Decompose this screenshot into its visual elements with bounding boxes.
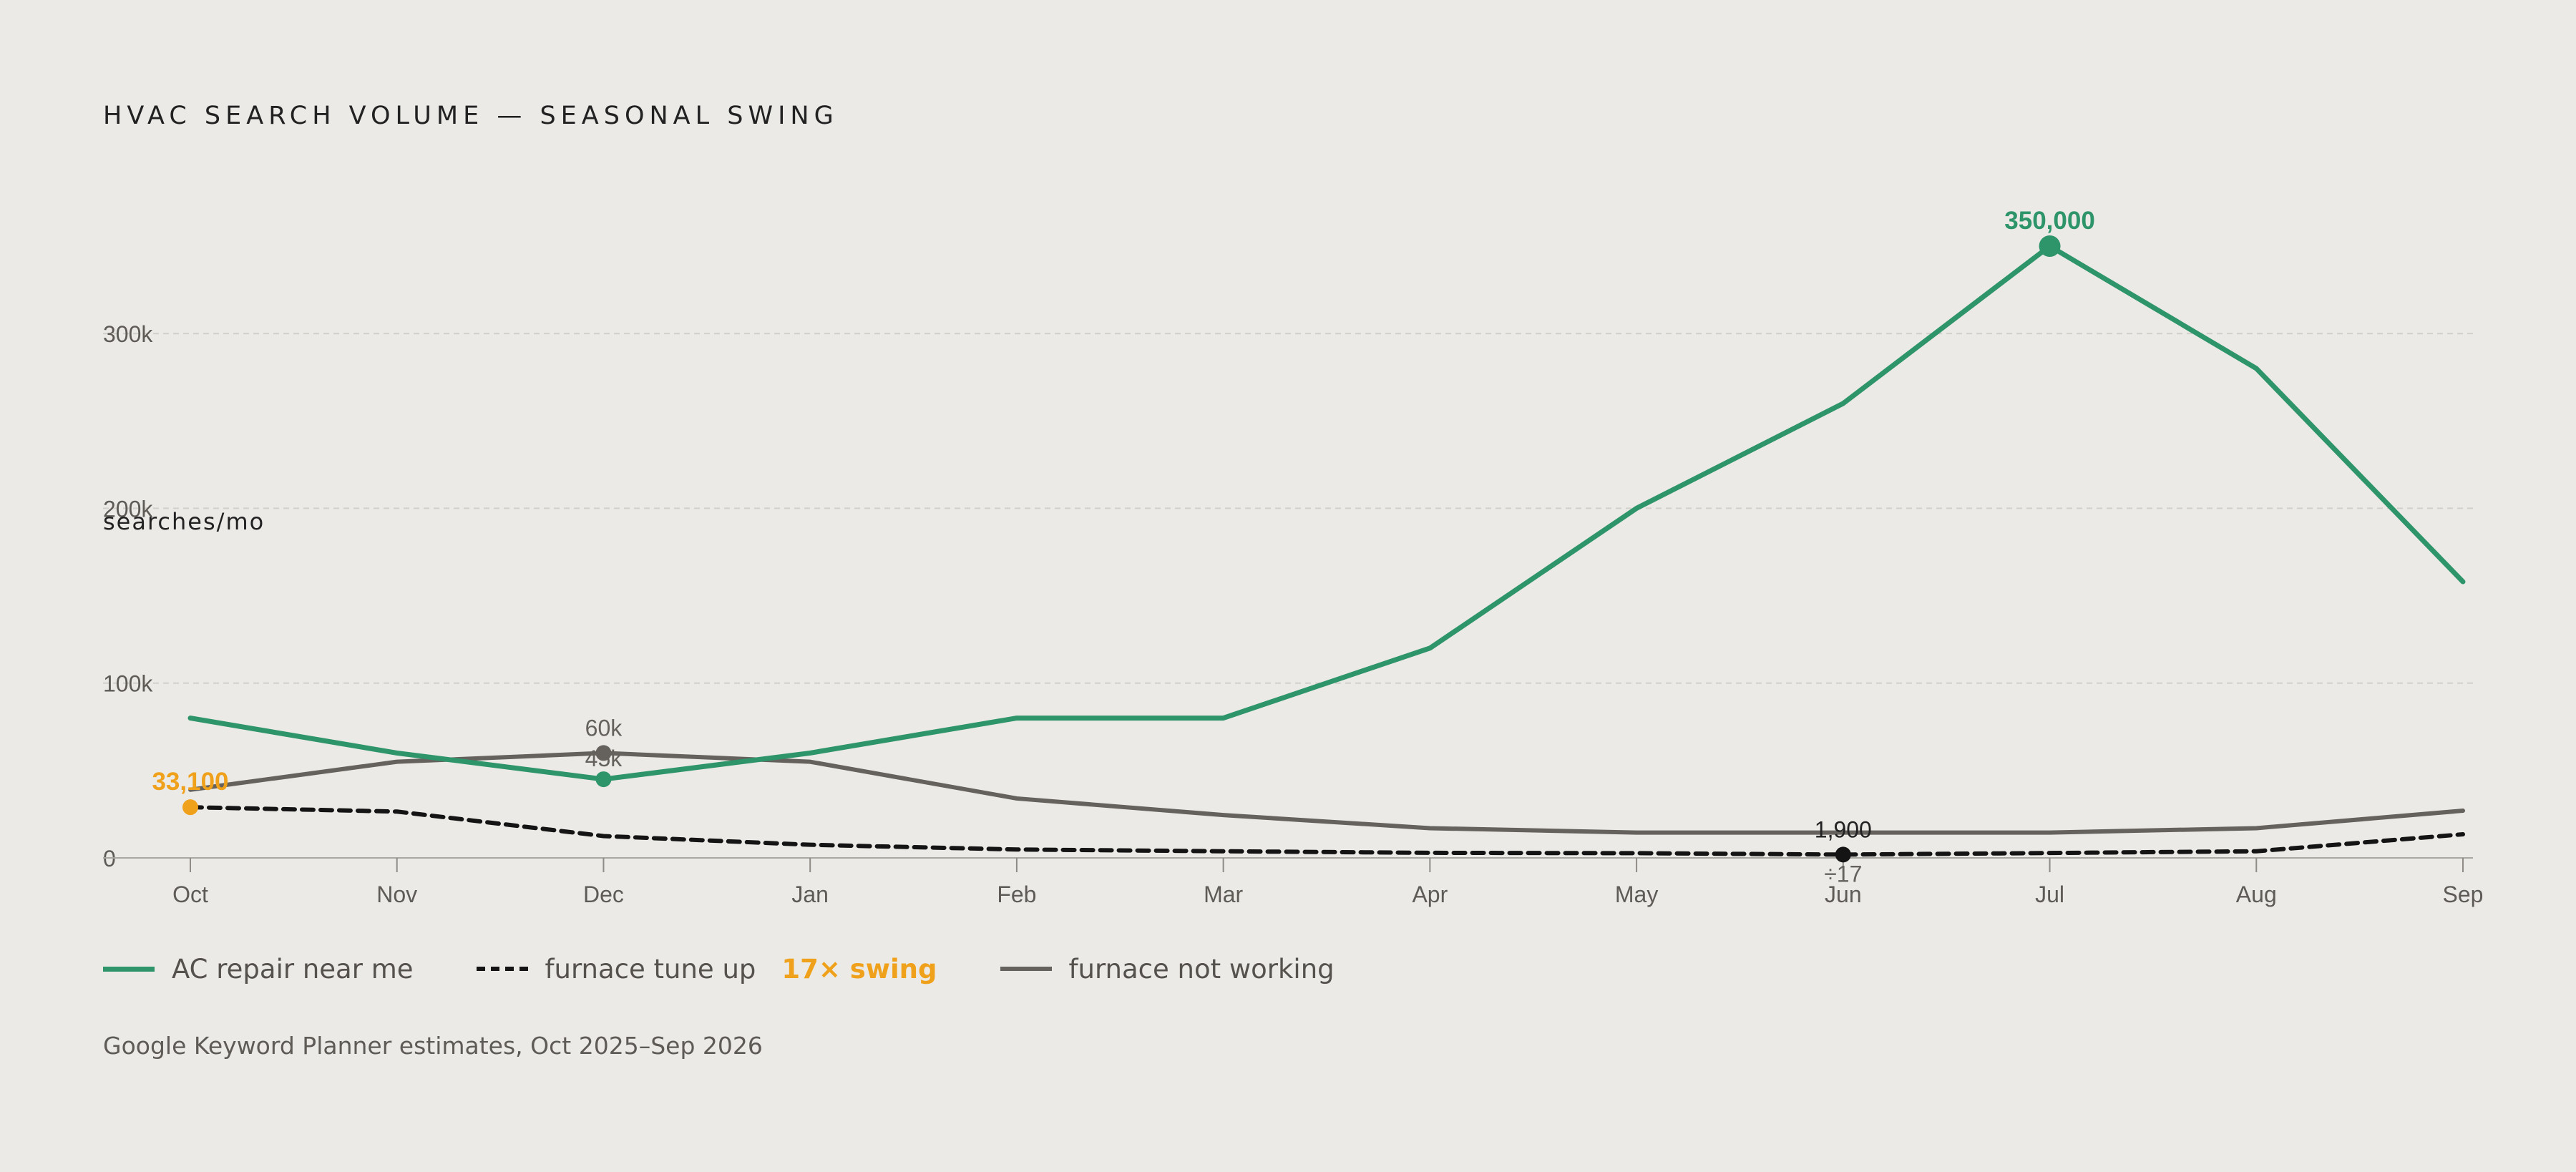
marker-layer: [182, 235, 2061, 863]
x-tick-label: Feb: [997, 882, 1036, 907]
data-label: 1,900: [1815, 816, 1872, 842]
x-tick-label: Jan: [791, 882, 829, 907]
grid-layer: [103, 333, 2473, 684]
x-tick-label: Sep: [2443, 882, 2484, 907]
data-point-marker: [2039, 235, 2061, 257]
data-label: 33,100: [152, 768, 228, 796]
legend-swatch-furnace-not-working: [1000, 967, 1052, 971]
legend-item-furnace-tune-up: furnace tune up 17× swing: [476, 953, 937, 985]
legend-item-furnace-not-working: furnace not working: [1000, 954, 1335, 985]
series-layer: [187, 243, 2466, 857]
x-tick-label: Dec: [583, 882, 624, 907]
y-axis-label: searches/mo: [103, 508, 265, 535]
y-tick-label: 300k: [103, 321, 153, 347]
x-tick-label: Nov: [376, 882, 417, 907]
x-tick-label: Mar: [1204, 882, 1243, 907]
legend-label-ac-repair: AC repair near me: [172, 953, 414, 985]
data-point-marker: [1835, 846, 1851, 863]
x-tick-label: Jul: [2035, 882, 2064, 907]
series-line-furnace-not-working: [188, 751, 2465, 835]
data-point-marker: [595, 771, 612, 788]
y-tick-label: 200k: [103, 496, 153, 522]
label-layer: 350,000 45k 60k 33,100 1,900 ÷17: [152, 207, 2094, 887]
x-tick-label: Aug: [2236, 882, 2277, 907]
series-line-ac-repair: [187, 243, 2466, 782]
chart-title: HVAC SEARCH VOLUME — SEASONAL SWING: [103, 102, 839, 130]
x-tick-label: Apr: [1412, 882, 1448, 907]
legend-label-furnace-tune-up: furnace tune up: [545, 953, 756, 985]
series-line-furnace-tune-up: [188, 805, 2465, 857]
x-tick-label: May: [1615, 882, 1658, 907]
legend-item-ac-repair: AC repair near me: [103, 954, 414, 985]
legend-label-furnace-not-working: furnace not working: [1068, 953, 1335, 985]
x-tick-label: Oct: [172, 882, 208, 907]
data-label: 350,000: [2004, 207, 2095, 235]
source-note: Google Keyword Planner estimates, Oct 20…: [103, 1032, 763, 1060]
legend-swatch-ac-repair: [103, 966, 155, 972]
legend-swatch-furnace-tune-up: [476, 967, 528, 971]
data-label: 60k: [585, 715, 623, 741]
data-point-marker: [595, 745, 612, 761]
x-tick-label: Jun: [1825, 882, 1862, 907]
swing-callout: 17× swing: [781, 953, 937, 985]
legend: AC repair near me furnace tune up 17× sw…: [103, 947, 1397, 990]
data-point-marker: [182, 799, 198, 816]
data-label: ÷17: [1824, 861, 1862, 887]
data-label: 45k: [585, 746, 623, 771]
y-tick-label: 100k: [103, 671, 153, 697]
